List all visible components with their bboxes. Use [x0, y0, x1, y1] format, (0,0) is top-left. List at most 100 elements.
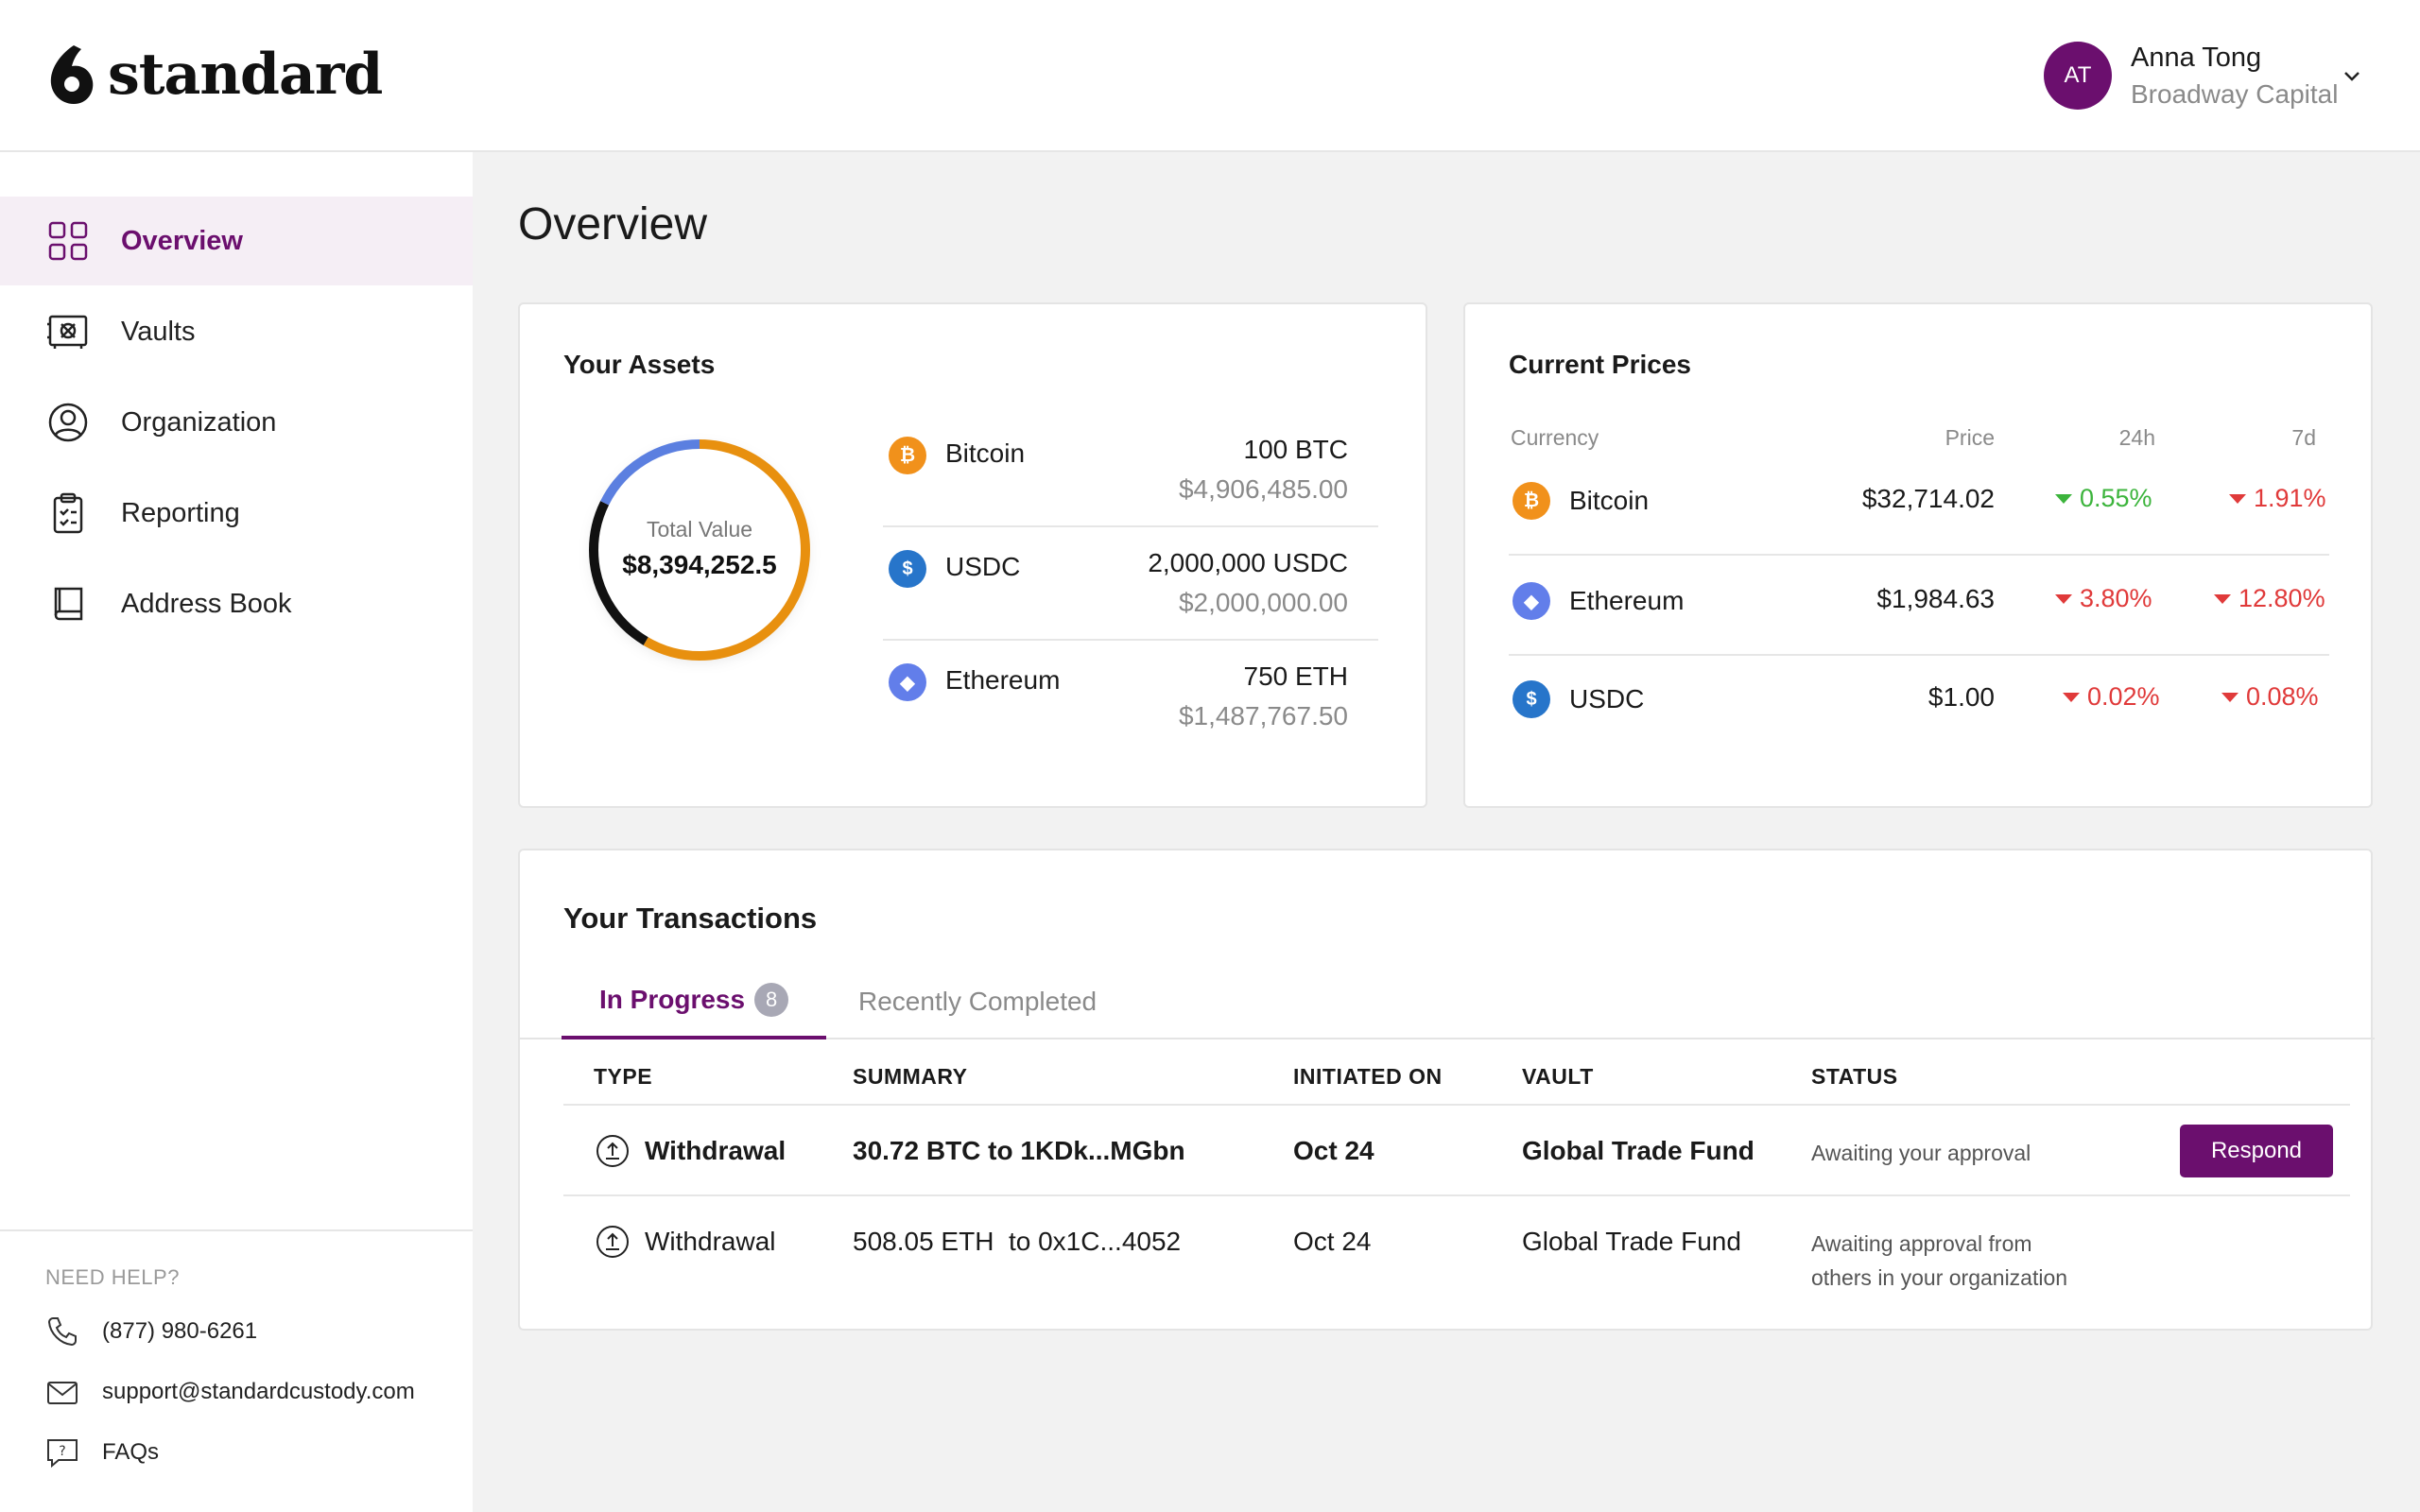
- header-7d: 7d: [2291, 425, 2316, 450]
- change-7d: 0.08%: [2221, 682, 2319, 712]
- asset-usd: $1,487,767.50: [1178, 701, 1348, 730]
- phone-icon: [47, 1317, 77, 1347]
- page-title: Overview: [518, 199, 708, 249]
- ethereum-icon: ◆: [1512, 582, 1550, 620]
- app-header: standard AT Anna Tong Broadway Capital: [0, 0, 2420, 152]
- sidebar-item-label: Organization: [121, 406, 277, 438]
- change-7d-value: 1.91%: [2254, 484, 2326, 512]
- tab-in-progress[interactable]: In Progress 8: [562, 964, 827, 1040]
- table-row[interactable]: Withdrawal 30.72 BTC to 1KDk...MGbn Oct …: [563, 1106, 2350, 1196]
- tab-recently-completed[interactable]: Recently Completed: [858, 964, 1097, 1040]
- tab-label: In Progress: [599, 985, 746, 1014]
- asset-row-bitcoin[interactable]: ₿ Bitcoin 100 BTC $4,906,485.00: [883, 416, 1378, 527]
- asset-amount: 2,000,000 USDC: [1148, 548, 1348, 577]
- tx-summary: 30.72 BTC to 1KDk...MGbn: [853, 1136, 1185, 1165]
- svg-text:?: ?: [59, 1444, 65, 1459]
- asset-name: Bitcoin: [945, 438, 1026, 468]
- usdc-icon: $: [889, 550, 926, 588]
- change-7d: 12.80%: [2214, 584, 2325, 613]
- price-currency: Ethereum: [1569, 586, 1685, 615]
- sidebar-item-address-book[interactable]: Address Book: [0, 559, 473, 648]
- sidebar-item-organization[interactable]: Organization: [0, 378, 473, 467]
- price-row-bitcoin[interactable]: ₿ Bitcoin $32,714.02 0.55% 1.91%: [1509, 457, 2329, 556]
- tx-initiated: Oct 24: [1293, 1136, 1374, 1165]
- sidebar-item-overview[interactable]: Overview: [0, 197, 473, 285]
- book-icon: [54, 587, 83, 621]
- donut-chart: [589, 439, 810, 661]
- sidebar-item-label: Vaults: [121, 316, 196, 347]
- brand-logo[interactable]: standard: [45, 43, 383, 106]
- total-value-label: Total Value: [646, 517, 753, 541]
- change-7d: 1.91%: [2229, 484, 2326, 513]
- assets-card: Your Assets Total Value $8,394,252.5 ₿ B…: [518, 302, 1427, 808]
- user-info: Anna Tong Broadway Capital: [2131, 43, 2338, 110]
- transactions-title: Your Transactions: [563, 902, 818, 935]
- help-section: NEED HELP? (877) 980-6261 support@standa…: [0, 1229, 473, 1469]
- sidebar-item-reporting[interactable]: Reporting: [0, 469, 473, 558]
- assets-title: Your Assets: [563, 350, 716, 379]
- sidebar-item-label: Address Book: [121, 588, 292, 619]
- header-currency: Currency: [1511, 425, 1599, 450]
- arrow-down-icon: [2063, 692, 2080, 702]
- sidebar: Overview Vaults Organization: [0, 152, 473, 1512]
- asset-row-usdc[interactable]: $ USDC 2,000,000 USDC $2,000,000.00: [883, 529, 1378, 641]
- price-currency: USDC: [1569, 684, 1645, 713]
- asset-name: USDC: [945, 552, 1021, 581]
- help-phone-text: (877) 980-6261: [102, 1318, 258, 1344]
- avatar: AT: [2044, 42, 2112, 110]
- change-7d-value: 12.80%: [2238, 584, 2325, 612]
- help-email-text: support@standardcustody.com: [102, 1379, 415, 1404]
- change-24h-value: 0.02%: [2087, 682, 2160, 711]
- count-badge: 8: [754, 983, 789, 1017]
- tx-status-line: Awaiting approval from: [1811, 1231, 2032, 1256]
- price-currency: Bitcoin: [1569, 486, 1650, 515]
- change-24h: 3.80%: [2055, 584, 2152, 613]
- chevron-down-icon[interactable]: [2341, 64, 2363, 87]
- mail-icon: [47, 1382, 78, 1404]
- user-circle-icon: [48, 403, 88, 442]
- column-initiated: INITIATED ON: [1293, 1064, 1443, 1089]
- asset-usd: $4,906,485.00: [1178, 474, 1348, 504]
- change-24h: 0.02%: [2063, 682, 2160, 712]
- change-24h: 0.55%: [2055, 484, 2152, 513]
- clipboard-icon: [53, 492, 83, 534]
- tx-summary: 508.05 ETH to 0x1C...4052: [853, 1227, 1182, 1256]
- table-row[interactable]: Withdrawal 508.05 ETH to 0x1C...4052 Oct…: [563, 1196, 2350, 1300]
- sidebar-item-vaults[interactable]: Vaults: [0, 287, 473, 376]
- change-24h-value: 0.55%: [2080, 484, 2152, 512]
- change-7d-value: 0.08%: [2246, 682, 2319, 711]
- arrow-down-icon: [2229, 493, 2246, 504]
- price-value: $32,714.02: [1861, 484, 1995, 513]
- column-vault: VAULT: [1522, 1064, 1594, 1089]
- asset-usd: $2,000,000.00: [1178, 588, 1348, 617]
- assets-donut: Total Value $8,394,252.5: [577, 427, 822, 673]
- arrow-down-icon: [2055, 593, 2072, 604]
- faq-icon: ?: [47, 1439, 78, 1469]
- help-phone[interactable]: (877) 980-6261: [45, 1314, 257, 1349]
- header-price: Price: [1945, 425, 1995, 450]
- respond-button[interactable]: Respond: [2180, 1125, 2333, 1177]
- donut-segment-usdc: [589, 439, 810, 661]
- price-row-usdc[interactable]: $ USDC $1.00 0.02% 0.08%: [1509, 656, 2329, 754]
- help-email[interactable]: support@standardcustody.com: [45, 1375, 415, 1409]
- help-title: NEED HELP?: [45, 1265, 180, 1289]
- prices-card: Current Prices Currency Price 24h 7d ₿ B…: [1463, 302, 2373, 808]
- price-value: $1.00: [1927, 682, 1995, 712]
- usdc-icon: $: [1512, 680, 1550, 718]
- asset-row-ethereum[interactable]: ◆ Ethereum 750 ETH $1,487,767.50: [883, 643, 1378, 754]
- help-faqs[interactable]: ? FAQs: [45, 1435, 159, 1469]
- price-row-ethereum[interactable]: ◆ Ethereum $1,984.63 3.80% 12.80%: [1509, 558, 2329, 656]
- tx-status: Awaiting your approval: [1811, 1141, 2031, 1165]
- tx-type: Withdrawal: [645, 1136, 786, 1165]
- column-summary: SUMMARY: [853, 1064, 968, 1089]
- column-type: TYPE: [594, 1064, 653, 1089]
- standard-logo-icon: [50, 45, 94, 104]
- asset-name: Ethereum: [945, 665, 1061, 695]
- vault-icon: [47, 315, 88, 349]
- user-menu[interactable]: AT Anna Tong Broadway Capital: [1985, 38, 2420, 113]
- transactions-card: Your Transactions In Progress 8 Recently…: [518, 849, 2375, 1331]
- header-24h: 24h: [2118, 425, 2155, 450]
- sidebar-item-label: Reporting: [121, 497, 240, 528]
- transactions-tabs: In Progress 8 Recently Completed: [520, 964, 2375, 1040]
- withdrawal-icon: [596, 1135, 629, 1167]
